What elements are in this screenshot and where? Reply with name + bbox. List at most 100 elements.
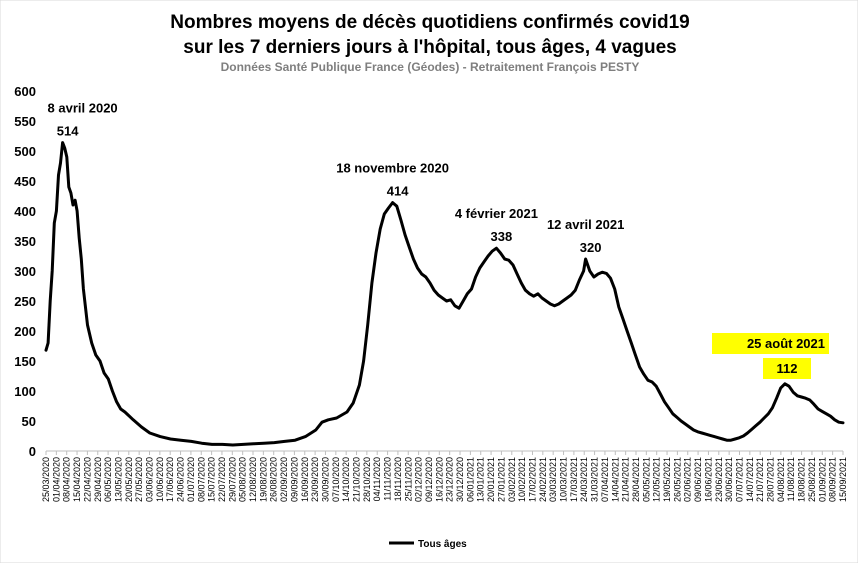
x-tick-label: 03/02/2021 [507,457,517,502]
x-tick-label: 10/02/2021 [517,457,527,502]
x-tick-label: 24/03/2021 [579,457,589,502]
x-tick-label: 25/08/2021 [807,457,817,502]
x-tick-label: 02/06/2021 [683,457,693,502]
x-tick-label: 23/09/2020 [310,457,320,502]
x-tick-label: 07/07/2021 [734,457,744,502]
legend: Tous âges [389,539,467,550]
x-tick-label: 06/05/2020 [103,457,113,502]
legend-label-tous-ages: Tous âges [418,539,467,550]
x-tick-label: 04/11/2020 [372,457,382,501]
x-tick-label: 17/03/2021 [569,457,579,502]
y-tick-label: 450 [14,174,36,189]
chart-title-line2: sur les 7 derniers jours à l'hôpital, to… [183,37,676,58]
x-tick-label: 14/07/2021 [745,457,755,502]
x-tick-label: 31/03/2021 [590,457,600,502]
x-tick-label: 30/09/2020 [320,457,330,502]
series-layer [44,141,845,447]
x-tick-label: 28/10/2020 [362,457,372,502]
x-tick-label: 29/07/2020 [227,457,237,502]
x-tick-label: 18/08/2021 [797,457,807,502]
x-tick-label: 11/11/2020 [383,457,393,501]
x-tick-label: 05/05/2021 [641,457,651,502]
x-tick-label: 02/09/2020 [279,457,289,502]
x-tick-label: 02/12/2020 [414,457,424,502]
x-tick-label: 21/04/2021 [621,457,631,502]
y-tick-label: 400 [14,204,36,219]
x-tick-label: 13/05/2020 [113,457,123,502]
annotation-value: 112 [777,361,798,376]
x-tick-label: 28/07/2021 [766,457,776,502]
x-tick-label: 14/04/2021 [610,457,620,502]
x-tick-label: 30/12/2020 [455,457,465,502]
y-tick-label: 300 [14,264,36,279]
x-tick-label: 11/08/2021 [786,457,796,501]
x-tick-label: 30/06/2021 [724,457,734,502]
y-tick-label: 600 [14,84,36,99]
x-tick-label: 12/05/2021 [652,457,662,502]
x-tick-label: 28/04/2021 [631,457,641,502]
x-tick-label: 29/04/2020 [93,457,103,502]
x-tick-label: 25/03/2020 [41,457,51,502]
x-tick-label: 17/02/2021 [527,457,537,502]
annotation-value-highlight [763,358,811,379]
x-tick-label: 08/07/2020 [196,457,206,502]
x-tick-label: 03/03/2021 [548,457,558,502]
x-tick-label: 21/10/2020 [352,457,362,502]
x-tick-label: 09/12/2020 [424,457,434,502]
y-tick-label: 0 [29,444,36,459]
y-tick-label: 50 [22,414,36,429]
annotation-value: 414 [387,184,409,199]
x-tick-label: 07/04/2021 [600,457,610,502]
chart-title-line1: Nombres moyens de décès quotidiens confi… [170,12,690,33]
annotation-date-highlight [712,333,829,354]
x-tick-label: 25/11/2020 [403,457,413,501]
y-tick-label: 250 [14,294,36,309]
x-tick-label: 27/01/2021 [496,457,506,502]
x-tick-label: 16/06/2021 [703,457,713,502]
x-tick-label: 27/05/2020 [134,457,144,502]
x-tick-label: 17/06/2020 [165,457,175,502]
annotation-date: 12 avril 2021 [547,217,624,232]
annotation-date: 4 février 2021 [455,206,538,221]
x-tick-label: 01/09/2021 [817,457,827,502]
series-line-0 [44,141,845,447]
y-tick-label: 550 [14,114,36,129]
x-tick-label: 19/08/2020 [258,457,268,502]
x-tick-label: 21/07/2021 [755,457,765,502]
x-tick-label: 05/08/2020 [238,457,248,502]
x-tick-label: 15/04/2020 [72,457,82,502]
x-tick-label: 23/06/2021 [714,457,724,502]
y-tick-label: 100 [14,384,36,399]
x-tick-label: 20/05/2020 [124,457,134,502]
x-tick-label: 03/06/2020 [145,457,155,502]
x-tick-label: 22/07/2020 [217,457,227,502]
x-tick-label: 26/08/2020 [269,457,279,502]
chart-subtitle: Données Santé Publique France (Géodes) -… [221,60,640,74]
x-tick-label: 14/10/2020 [341,457,351,502]
annotation-value: 514 [57,124,79,139]
x-tick-label: 06/01/2021 [465,457,475,502]
y-tick-label: 500 [14,144,36,159]
x-tick-label: 01/04/2020 [51,457,61,502]
x-tick-label: 09/09/2020 [289,457,299,502]
x-tick-label: 15/09/2021 [838,457,848,502]
annotation-date: 18 novembre 2020 [336,161,449,176]
y-tick-label: 350 [14,234,36,249]
x-tick-label: 22/04/2020 [82,457,92,502]
x-tick-label: 08/09/2021 [828,457,838,502]
x-tick-label: 10/06/2020 [155,457,165,502]
x-tick-label: 16/09/2020 [300,457,310,502]
y-tick-label: 150 [14,354,36,369]
x-axis: 25/03/2020 01/04/2020 08/04/2020 15/04/2020… [41,450,848,502]
x-tick-label: 08/04/2020 [62,457,72,502]
x-tick-label: 12/08/2020 [248,457,258,502]
x-tick-label: 09/06/2021 [693,457,703,502]
x-tick-label: 15/07/2020 [207,457,217,502]
y-axis: 0 50 100 150 200 250 300 350 400 450 500 550 600 [14,84,36,459]
x-tick-label: 13/01/2021 [476,457,486,502]
x-tick-label: 16/12/2020 [434,457,444,502]
x-tick-label: 19/05/2021 [662,457,672,502]
x-tick-label: 23/12/2020 [445,457,455,502]
x-tick-label: 24/06/2020 [176,457,186,502]
